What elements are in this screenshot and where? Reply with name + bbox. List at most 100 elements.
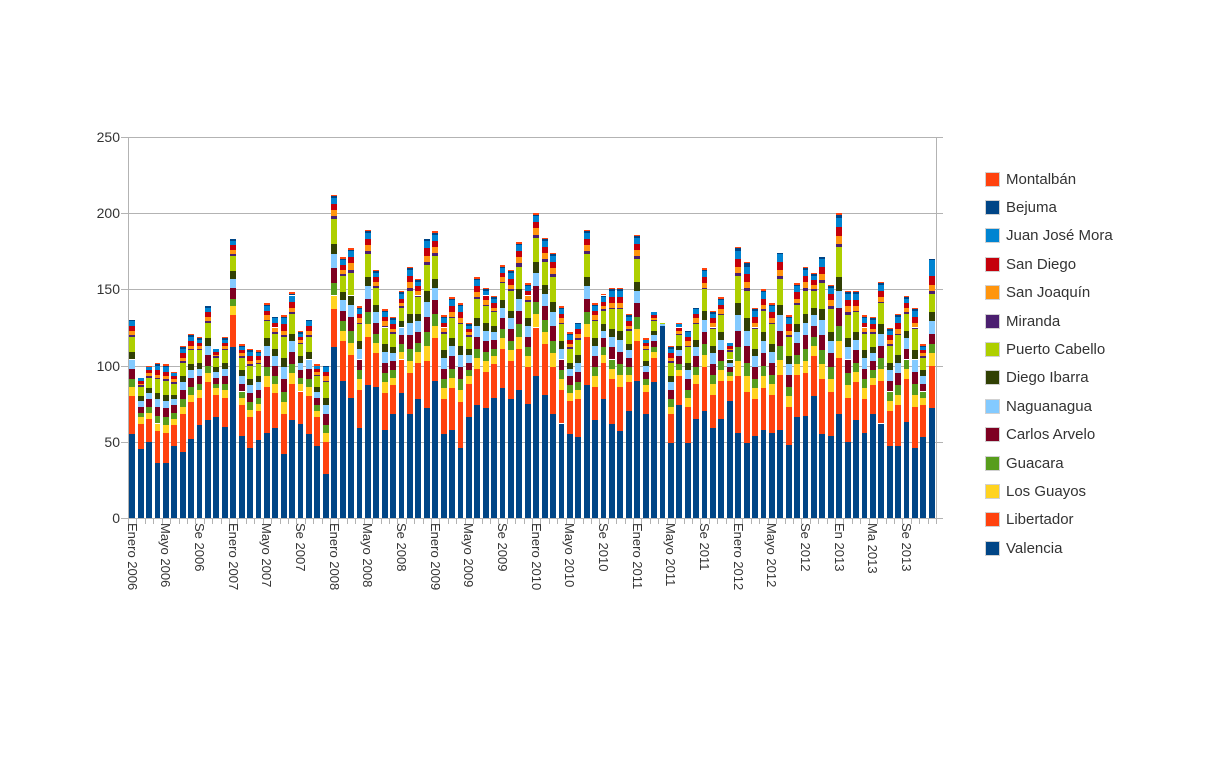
bar-segment-miranda (811, 289, 817, 291)
bar-segment-naguanagua (651, 335, 657, 342)
bar-segment-miranda (609, 307, 615, 310)
bar-segment-los-guayos (583, 324, 590, 337)
bar-segment-diego-ibarra (407, 313, 413, 323)
legend-swatch-icon (985, 256, 1000, 272)
bar-segment-valencia (154, 463, 161, 518)
bar-segment-puerto-cabello (676, 335, 683, 346)
bar-segment-valencia (752, 435, 758, 518)
x-axis-tick (902, 518, 904, 524)
bar-segment-miranda (440, 332, 447, 334)
bar-segment-miranda (263, 319, 270, 322)
bar-segment-valencia (651, 382, 657, 518)
bar-segment-miranda (878, 301, 885, 304)
legend-label: Los Guayos (1006, 482, 1087, 500)
bar-segment-puerto-cabello (777, 278, 784, 305)
bar-segment-valencia (743, 443, 750, 518)
bar-segment-diego-ibarra (137, 396, 144, 401)
bar-segment-diego-ibarra (735, 303, 742, 316)
bar-segment-guacara (710, 374, 716, 384)
legend-swatch-icon (985, 342, 1000, 358)
bar-segment-carlos-arvelo (853, 350, 859, 363)
bar-segment-naguanagua (322, 405, 329, 415)
bar-segment-san-joaqu-n (609, 303, 615, 308)
bar-segment-libertador (684, 406, 691, 444)
bar-segment-naguanagua (836, 290, 843, 308)
legend-swatch-icon (985, 370, 1000, 386)
x-axis-tick (590, 518, 592, 524)
bar-segment-guacara (491, 348, 498, 357)
bar-segment-san-joaqu-n (457, 318, 464, 323)
bar-segment-san-diego (760, 298, 767, 305)
bar-segment-carlos-arvelo (609, 347, 615, 360)
bar-segment-naguanagua (390, 353, 397, 362)
bar-segment-valencia (440, 434, 447, 518)
bar-segment-guacara (398, 344, 405, 352)
bar-segment-valencia (659, 325, 666, 518)
bar-segment-diego-ibarra (861, 350, 868, 358)
bar-segment-diego-ibarra (398, 321, 405, 328)
bar-segment-bejuma (247, 350, 253, 352)
bar-segment-san-diego (314, 368, 321, 372)
bar-segment-libertador (827, 391, 834, 436)
gridline-y-200 (128, 213, 936, 215)
bar-segment-carlos-arvelo (912, 371, 918, 384)
bar-segment-libertador (726, 380, 733, 401)
bar-segment-guacara (625, 367, 632, 375)
bar-segment-los-guayos (440, 388, 447, 400)
bar-segment-juan-jos-mora (297, 333, 304, 337)
bar-segment-diego-ibarra (205, 338, 211, 346)
bar-segment-montalb-n (558, 306, 565, 308)
bar-segment-puerto-cabello (861, 333, 868, 351)
bar-segment-miranda (752, 327, 758, 330)
bar-segment-diego-ibarra (491, 325, 498, 333)
legend-label: San Diego (1006, 255, 1077, 273)
bar-segment-guacara (869, 370, 876, 378)
bar-segment-valencia (600, 399, 607, 518)
bar-segment-juan-jos-mora (213, 348, 220, 352)
bar-segment-juan-jos-mora (869, 319, 876, 325)
bar-segment-miranda (322, 380, 329, 383)
bar-segment-valencia (221, 426, 228, 518)
bar-segment-san-diego (482, 295, 489, 301)
bar-segment-libertador (331, 309, 338, 348)
bar-segment-bejuma (886, 329, 893, 331)
bar-segment-miranda (331, 216, 338, 220)
bar-segment-montalb-n (752, 307, 758, 310)
bar-segment-juan-jos-mora (912, 310, 918, 317)
bar-segment-valencia (146, 441, 152, 518)
bar-segment-libertador (255, 411, 262, 441)
bar-segment-puerto-cabello (474, 298, 481, 319)
bar-segment-san-joaqu-n (566, 344, 573, 348)
bar-segment-guacara (760, 365, 767, 377)
bar-segment-montalb-n (701, 268, 708, 270)
bar-segment-guacara (390, 370, 397, 378)
bar-segment-los-guayos (373, 342, 380, 354)
bar-segment-valencia (861, 432, 868, 518)
bar-segment-naguanagua (440, 357, 447, 369)
bar-segment-guacara (314, 405, 321, 412)
bar-segment-diego-ibarra (499, 300, 506, 308)
bar-segment-carlos-arvelo (306, 368, 312, 380)
bar-segment-valencia (558, 423, 565, 518)
x-axis-tick (616, 518, 618, 524)
bar-segment-guacara (263, 367, 270, 377)
x-tick-label: Se 2012 (798, 523, 814, 572)
bar-segment-carlos-arvelo (247, 393, 253, 403)
x-axis-tick (927, 518, 929, 524)
bar-segment-libertador (398, 359, 405, 394)
bar-segment-puerto-cabello (541, 261, 548, 285)
bar-segment-libertador (836, 357, 843, 415)
legend-label: Carlos Arvelo (1006, 426, 1096, 444)
x-axis-tick (691, 518, 693, 524)
bar-segment-puerto-cabello (373, 287, 380, 305)
bar-segment-libertador (482, 371, 489, 409)
bar-segment-san-joaqu-n (819, 274, 826, 281)
bar-segment-valencia (718, 418, 725, 518)
bar-segment-san-joaqu-n (768, 318, 775, 323)
bar-segment-naguanagua (794, 332, 801, 343)
bar-segment-san-diego (667, 353, 674, 358)
bar-segment-san-joaqu-n (794, 298, 801, 304)
bar-segment-bejuma (583, 231, 590, 233)
bar-segment-miranda (735, 272, 742, 276)
bar-segment-diego-ibarra (777, 304, 784, 316)
